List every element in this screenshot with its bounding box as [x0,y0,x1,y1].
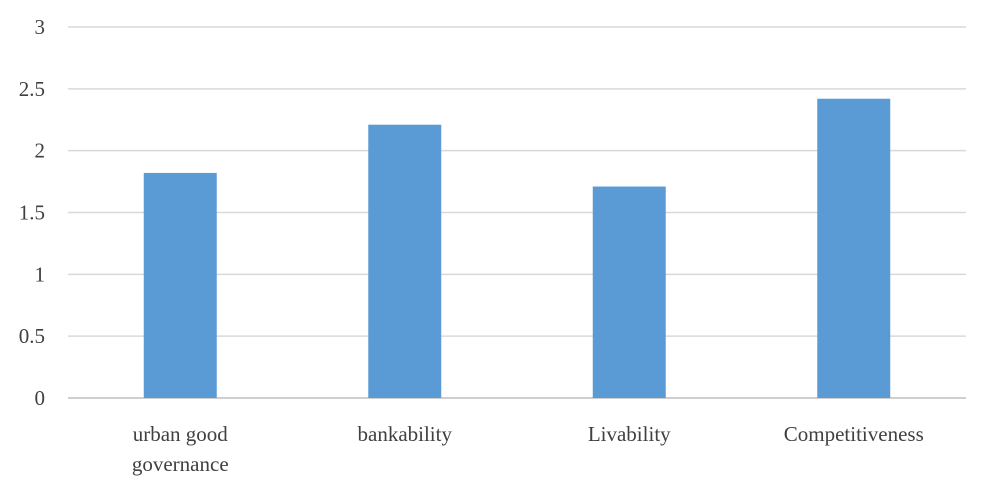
x-category-label: bankability [358,422,453,446]
y-tick-label: 3 [35,15,46,39]
y-tick-label: 1 [35,262,46,286]
y-tick-label: 2 [35,139,46,163]
bars [143,98,891,399]
y-tick-label: 0 [35,386,46,410]
bar [592,186,666,398]
x-category-label: governance [132,452,229,476]
y-tick-label: 0.5 [19,324,45,348]
x-category-label: urban good [133,422,229,446]
x-axis-category-labels: urban good governance bankability Livabilit… [132,422,924,476]
bar [368,124,442,399]
x-category-label: Livability [588,422,671,446]
bar [817,98,891,398]
bar [143,172,217,398]
gridlines [68,26,966,399]
y-tick-label: 2.5 [19,77,45,101]
y-axis-tick-labels: 0 0.5 1 1.5 2 2.5 3 [19,15,45,410]
y-tick-label: 1.5 [19,201,45,225]
x-category-label: Competitiveness [784,422,924,446]
